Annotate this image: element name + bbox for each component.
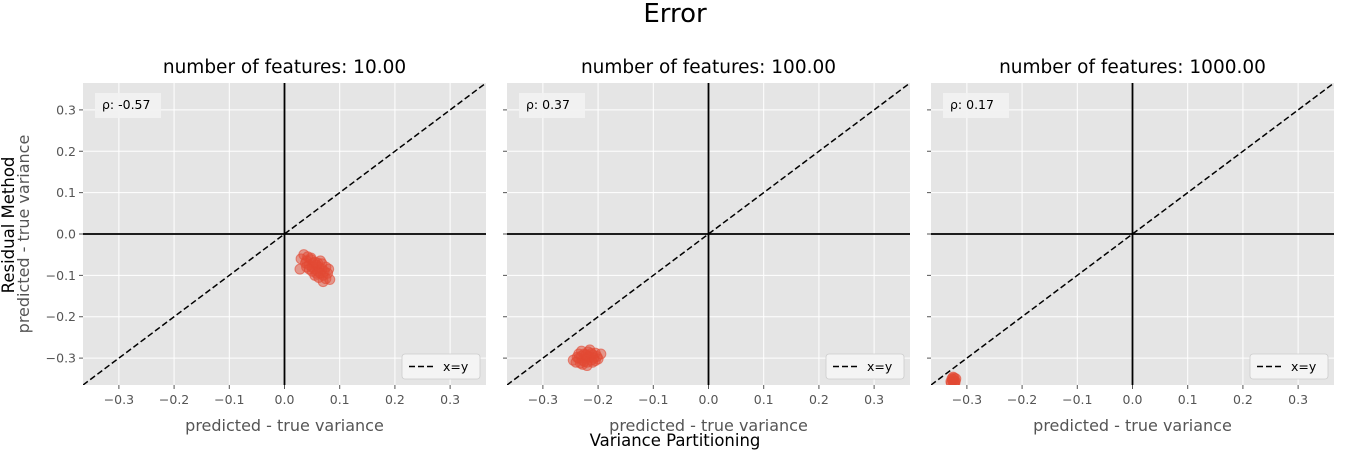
plot-content xyxy=(507,83,910,385)
y-tick-label: 0.0 xyxy=(56,227,76,242)
plot-content xyxy=(931,83,1334,385)
figure-supylabel: Residual Method xyxy=(0,157,18,294)
x-tick-label: 0.1 xyxy=(330,392,350,407)
data-point xyxy=(324,274,336,286)
rho-annotation-text: ρ: -0.57 xyxy=(102,97,150,112)
y-tick-label: −0.3 xyxy=(46,351,76,366)
panels: −0.3 −0.2 −0.1 0.0 0.1 0.2 0.3 −0.3 −0.2 −0.1 0.0 0… xyxy=(14,57,1334,435)
figure-title: Error xyxy=(643,0,707,29)
y-axis-label: predicted - true variance xyxy=(14,135,33,334)
x-tick-label: −0.1 xyxy=(638,392,668,407)
legend: x=y xyxy=(825,353,905,380)
x-tick-label: 0.2 xyxy=(385,392,405,407)
legend-label: x=y xyxy=(867,359,893,374)
x-tick-label: 0.0 xyxy=(1123,392,1143,407)
figure-supxlabel: Variance Partitioning xyxy=(590,431,761,450)
panel-title: number of features: 1000.00 xyxy=(999,57,1266,78)
x-tick-label: 0.2 xyxy=(809,392,829,407)
x-axis-label: predicted - true variance xyxy=(185,416,384,435)
x-tick-label: −0.2 xyxy=(159,392,189,407)
plot-content xyxy=(83,83,486,385)
data-point xyxy=(316,258,328,270)
identity-line xyxy=(83,83,486,385)
x-tick-label: −0.2 xyxy=(583,392,613,407)
panel-title: number of features: 100.00 xyxy=(581,57,836,78)
x-axis-label: predicted - true variance xyxy=(609,416,808,435)
y-tick-label: −0.1 xyxy=(46,268,76,283)
y-tick-label: 0.1 xyxy=(56,185,76,200)
y-tick-label: 0.2 xyxy=(56,144,76,159)
data-point xyxy=(947,371,959,383)
rho-annotation-box xyxy=(943,93,1009,118)
x-tick-label: 0.3 xyxy=(1288,392,1308,407)
rho-annotation: ρ: 0.17 xyxy=(943,93,1009,118)
panel-title: number of features: 10.00 xyxy=(163,57,406,78)
legend: x=y xyxy=(401,353,481,380)
x-tick-label: 0.3 xyxy=(440,392,460,407)
x-tick-label: 0.0 xyxy=(275,392,295,407)
x-tick-label: 0.3 xyxy=(864,392,884,407)
rho-annotation-box xyxy=(519,93,585,118)
y-tick-label: 0.3 xyxy=(56,102,76,117)
identity-line xyxy=(931,83,1334,385)
x-tick-label: −0.1 xyxy=(214,392,244,407)
legend-box xyxy=(401,353,481,380)
x-tick-label: −0.3 xyxy=(528,392,558,407)
x-tick-label: 0.0 xyxy=(699,392,719,407)
legend-box xyxy=(1249,353,1329,380)
rho-annotation-text: ρ: 0.37 xyxy=(526,97,570,112)
x-tick-label: 0.1 xyxy=(754,392,774,407)
legend: x=y xyxy=(1249,353,1329,380)
panel-3: −0.3 −0.2 −0.1 0.0 0.1 0.2 0.3 ρ: 0.17 x=y number… xyxy=(927,57,1334,435)
rho-annotation: ρ: 0.37 xyxy=(519,93,585,118)
legend-box xyxy=(825,353,905,380)
rho-annotation-text: ρ: 0.17 xyxy=(950,97,994,112)
x-tick-label: −0.2 xyxy=(1007,392,1037,407)
data-point xyxy=(294,263,306,275)
x-tick-label: −0.3 xyxy=(952,392,982,407)
identity-line xyxy=(507,83,910,385)
x-tick-label: 0.1 xyxy=(1178,392,1198,407)
panel-2: −0.3 −0.2 −0.1 0.0 0.1 0.2 0.3 ρ: 0.37 x=y number… xyxy=(503,57,910,435)
rho-annotation: ρ: -0.57 xyxy=(95,93,161,118)
legend-label: x=y xyxy=(1291,359,1317,374)
x-tick-label: −0.3 xyxy=(104,392,134,407)
y-tick-label: −0.2 xyxy=(46,309,76,324)
x-tick-label: 0.2 xyxy=(1233,392,1253,407)
panel-1: −0.3 −0.2 −0.1 0.0 0.1 0.2 0.3 −0.3 −0.2 −0.1 0.0 0… xyxy=(14,57,486,435)
x-tick-label: −0.1 xyxy=(1062,392,1092,407)
legend-label: x=y xyxy=(443,359,469,374)
data-point xyxy=(311,267,323,279)
data-point xyxy=(580,349,592,361)
x-axis-label: predicted - true variance xyxy=(1033,416,1232,435)
rho-annotation-box xyxy=(95,93,161,118)
